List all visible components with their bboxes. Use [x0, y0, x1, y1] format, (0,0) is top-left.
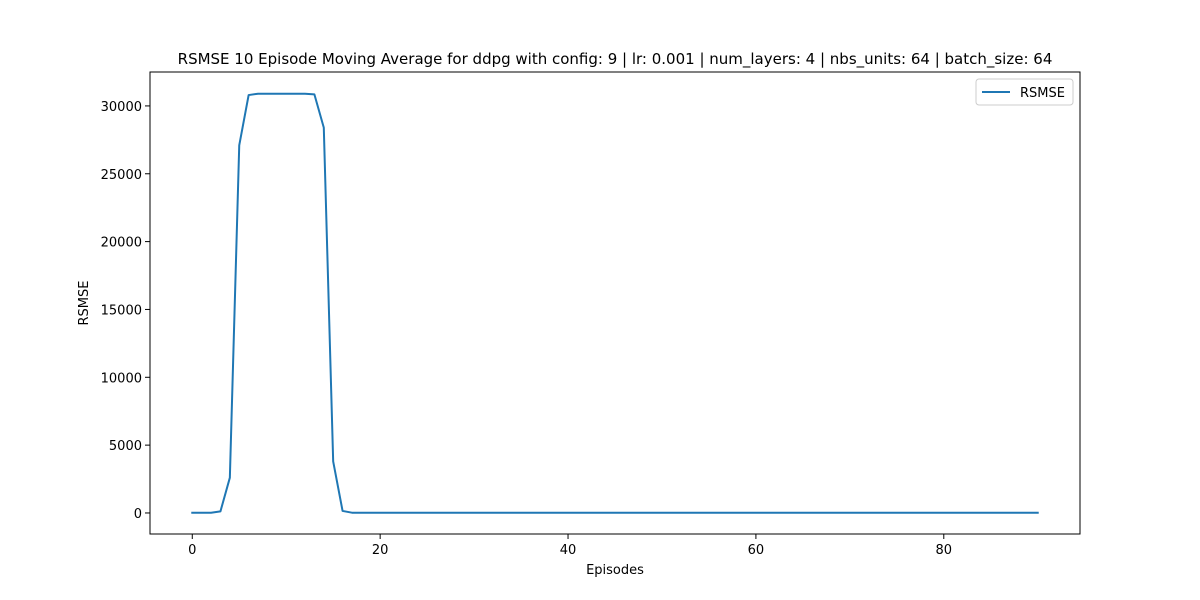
- x-tick-label-80: 80: [936, 543, 953, 558]
- y-tick-label-20000: 20000: [101, 236, 142, 251]
- series-layer: [191, 92, 1039, 514]
- y-tick-label-10000: 10000: [101, 371, 142, 386]
- plot-area: [149, 71, 1081, 535]
- y-tick-label-25000: 25000: [101, 168, 142, 183]
- legend-label-rsmse: RSMSE: [1020, 86, 1065, 101]
- x-axis: 0 20 40 60 80: [188, 534, 952, 558]
- chart-title: RSMSE 10 Episode Moving Average for ddpg…: [178, 50, 1053, 69]
- y-axis-label: RSMSE: [77, 281, 92, 326]
- x-tick-label-60: 60: [748, 543, 765, 558]
- x-axis-label: Episodes: [586, 563, 644, 578]
- y-tick-label-0: 0: [134, 507, 142, 522]
- y-tick-label-5000: 5000: [109, 439, 142, 454]
- series-line-rsmse: [191, 92, 1039, 514]
- y-axis: 0 5000 10000 15000 20000 25000 30000: [101, 100, 150, 522]
- x-tick-label-40: 40: [560, 543, 577, 558]
- y-tick-label-15000: 15000: [101, 303, 142, 318]
- legend: RSMSE: [975, 78, 1074, 106]
- legend-box: [975, 78, 1074, 106]
- y-tick-label-30000: 30000: [101, 100, 142, 115]
- x-tick-label-20: 20: [372, 543, 389, 558]
- x-tick-label-0: 0: [188, 543, 196, 558]
